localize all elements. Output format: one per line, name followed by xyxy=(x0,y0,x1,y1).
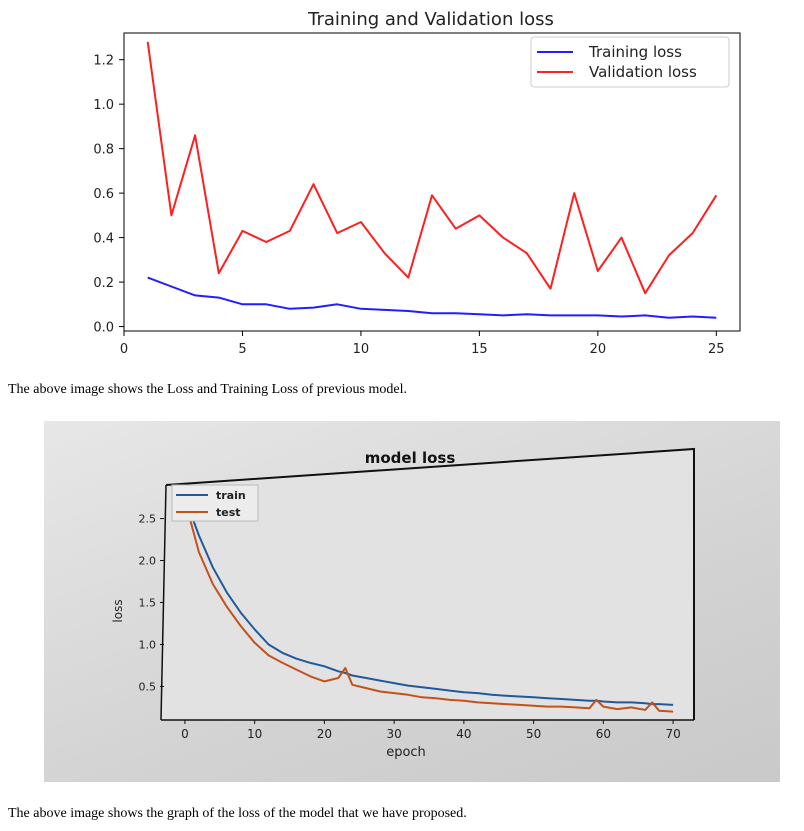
x-axis-ticks: 0 5 10 15 20 25 xyxy=(120,331,725,357)
series-line-test xyxy=(183,499,674,713)
y-axis-label: loss xyxy=(111,599,125,622)
y-tick-label: 2.0 xyxy=(139,555,157,568)
x-tick-label: 10 xyxy=(247,727,262,741)
x-tick-label: 10 xyxy=(353,342,370,357)
series-lines xyxy=(146,41,718,319)
legend-box xyxy=(530,36,730,88)
y-tick-label: 1.0 xyxy=(93,98,114,113)
x-tick-label: 70 xyxy=(665,727,680,741)
legend-label-training: Training loss xyxy=(588,43,682,61)
legend: train test xyxy=(171,484,259,522)
y-tick-label: 1.2 xyxy=(93,54,114,69)
x-tick-label: 15 xyxy=(471,342,488,357)
y-tick-label: 2.5 xyxy=(139,513,157,526)
legend-label-train: train xyxy=(216,489,246,502)
y-tick-label: 0.4 xyxy=(93,232,114,247)
x-tick-label: 20 xyxy=(317,727,332,741)
y-tick-label: 0.6 xyxy=(93,187,114,202)
x-tick-label: 50 xyxy=(526,727,541,741)
series-lines xyxy=(183,497,674,713)
x-tick-label: 40 xyxy=(456,727,471,741)
legend-label-test: test xyxy=(216,506,241,519)
y-axis-ticks: 0.5 1.0 1.5 2.0 2.5 xyxy=(139,513,164,693)
y-tick-label: 1.5 xyxy=(139,597,157,610)
y-axis-ticks: 0.0 0.2 0.4 0.6 0.8 1.0 1.2 xyxy=(93,54,124,336)
legend-box xyxy=(171,484,259,522)
x-tick-label: 0 xyxy=(181,727,189,741)
plot-frame-top-right xyxy=(165,447,695,720)
y-tick-label: 0.0 xyxy=(93,321,114,336)
x-axis-ticks: 0 10 20 30 40 50 60 70 xyxy=(181,720,681,741)
model-loss-chart: model loss epoch loss 0.5 1.0 1.5 2.0 2.5 0 1… xyxy=(111,447,695,760)
legend-label-validation: Validation loss xyxy=(589,63,697,81)
training-validation-loss-chart: Training and Validation loss 0.00.20.40.… xyxy=(93,9,741,357)
x-tick-label: 60 xyxy=(596,727,611,741)
y-tick-label: 0.5 xyxy=(139,680,157,693)
y-tick-label: 0.8 xyxy=(93,143,114,158)
series-line-validation-loss xyxy=(146,41,718,295)
legend: Training loss Validation loss xyxy=(530,36,730,88)
x-tick-label: 5 xyxy=(238,342,246,357)
plot-frame xyxy=(123,32,741,332)
y-tick-label: 1.0 xyxy=(139,638,157,651)
chart-title: Training and Validation loss xyxy=(307,9,554,30)
x-tick-label: 20 xyxy=(590,342,607,357)
chart-title: model loss xyxy=(365,449,456,467)
y-tick-label: 0.2 xyxy=(93,276,114,291)
x-tick-label: 30 xyxy=(386,727,401,741)
x-tick-label: 25 xyxy=(708,342,725,357)
series-line-training-loss xyxy=(147,276,717,319)
caption-previous-model: The above image shows the Loss and Train… xyxy=(8,382,407,397)
caption-proposed-model: The above image shows the graph of the l… xyxy=(8,806,467,821)
model-loss-photo: model loss epoch loss 0.5 1.0 1.5 2.0 2.5 0 1… xyxy=(44,421,780,782)
series-line-train xyxy=(183,497,674,706)
screen-surface xyxy=(161,449,694,720)
x-tick-label: 0 xyxy=(120,342,128,357)
x-axis-label: epoch xyxy=(386,745,426,760)
